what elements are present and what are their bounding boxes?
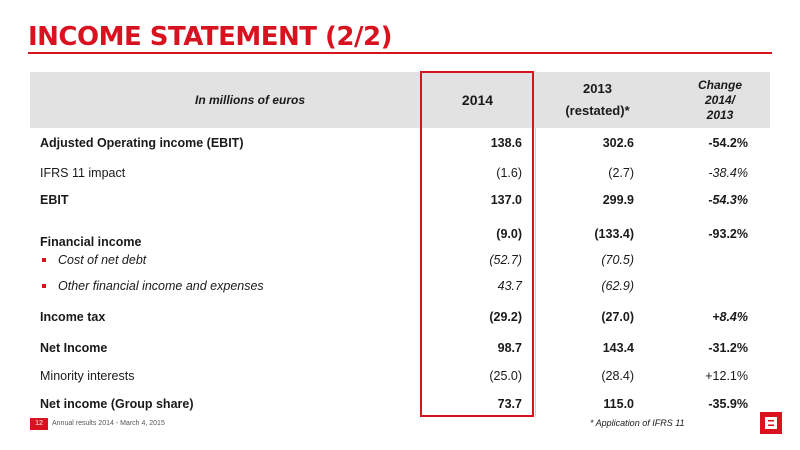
table-row: Financial income (9.0) (133.4) -93.2% [30, 221, 770, 249]
value-2013: (28.4) [601, 369, 634, 383]
value-2013: (133.4) [594, 227, 634, 241]
row-label: IFRS 11 impact [40, 166, 126, 180]
header-label: In millions of euros [194, 93, 305, 107]
title-underline [28, 52, 772, 54]
value-2013: 302.6 [602, 136, 634, 150]
value-change: -31.2% [708, 341, 748, 355]
table-row: IFRS 11 impact (1.6) (2.7) -38.4% [30, 160, 770, 186]
column-divider [535, 128, 536, 416]
value-change: -54.2% [708, 136, 748, 150]
table-row: Minority interests (25.0) (28.4) +12.1% [30, 363, 770, 389]
table-row: Net income (Group share) 73.7 115.0 -35.… [30, 391, 770, 417]
value-2014: 137.0 [490, 193, 522, 207]
value-2013: 143.4 [602, 341, 634, 355]
value-2013: (70.5) [601, 253, 634, 267]
table-row: Cost of net debt (52.7) (70.5) [30, 247, 770, 273]
value-2014: 73.7 [497, 397, 522, 411]
value-2013: (62.9) [601, 279, 634, 293]
value-2014: (9.0) [496, 227, 522, 241]
table-row: Income tax (29.2) (27.0) +8.4% [30, 304, 770, 330]
value-2014: (25.0) [489, 369, 522, 383]
value-2013: 299.9 [602, 193, 634, 207]
header-2014: 2014 [461, 92, 494, 108]
value-2013: (2.7) [608, 166, 634, 180]
footer-text: Annual results 2014 - March 4, 2015 [52, 420, 165, 427]
row-label: Cost of net debt [42, 247, 147, 273]
value-2014: 98.7 [497, 341, 522, 355]
value-change: -93.2% [708, 227, 748, 241]
value-2014: (29.2) [489, 310, 522, 324]
row-label: EBIT [40, 193, 69, 207]
bullet-icon [42, 258, 46, 262]
table-row: EBIT 137.0 299.9 -54.3% [30, 187, 770, 213]
header-2013-year: 2013 [583, 81, 612, 96]
row-label: Adjusted Operating income (EBIT) [40, 136, 244, 150]
value-change: -38.4% [708, 166, 748, 180]
row-label: Net Income [40, 341, 108, 355]
value-2014: (1.6) [496, 166, 522, 180]
bullet-icon [42, 284, 46, 288]
header-change-line2: 2014/ [704, 92, 736, 107]
header-change: Change 2014/ 2013 [672, 72, 768, 128]
row-label-text: Other financial income and expenses [58, 279, 264, 293]
value-2014: (52.7) [489, 253, 522, 267]
header-change-line1: Change [697, 77, 742, 92]
header-change-line3: 2013 [706, 107, 734, 122]
table-row: Adjusted Operating income (EBIT) 138.6 3… [30, 130, 770, 156]
highlight-2014-column [420, 71, 534, 417]
row-label: Net income (Group share) [40, 397, 194, 411]
row-label-text: Cost of net debt [58, 253, 147, 267]
table-row: Net Income 98.7 143.4 -31.2% [30, 335, 770, 361]
value-change: -54.3% [708, 193, 748, 207]
table-header-band [30, 72, 770, 128]
page-number: 12 [30, 418, 48, 430]
footnote: * Application of IFRS 11 [590, 418, 685, 428]
row-label: Financial income [40, 235, 142, 249]
header-2013: 2013 (restated)* [540, 72, 655, 128]
page-title: INCOME STATEMENT (2/2) [28, 22, 392, 52]
table-row: Other financial income and expenses 43.7… [30, 273, 770, 299]
value-change: +12.1% [705, 369, 748, 383]
header-2013-note: (restated)* [565, 103, 630, 118]
row-label: Minority interests [40, 369, 135, 383]
value-2014: 138.6 [490, 136, 522, 150]
value-change: -35.9% [708, 397, 748, 411]
row-label: Other financial income and expenses [42, 273, 264, 299]
row-label: Income tax [40, 310, 106, 324]
value-2013: (27.0) [601, 310, 634, 324]
value-2014: 43.7 [497, 279, 522, 293]
logo-icon [760, 412, 782, 434]
value-change: +8.4% [712, 310, 748, 324]
value-2013: 115.0 [603, 397, 634, 411]
